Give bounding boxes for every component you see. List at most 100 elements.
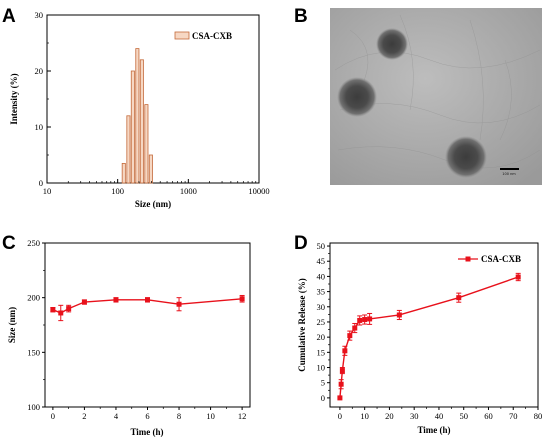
nanoparticle-3 — [445, 136, 487, 178]
x-tick-label-d: 50 — [459, 411, 468, 421]
axes-c: 0 2 4 6 8 10 12 100 150 200 250 — [27, 238, 246, 421]
y-axis-label-c: Size (nm) — [7, 307, 17, 343]
y-tick-label-a: 0 — [39, 178, 43, 188]
x-tick-label-a: 100 — [111, 186, 124, 196]
x-tick-label-d: 10 — [360, 411, 369, 421]
series-d — [337, 272, 521, 401]
x-tick-label-d: 0 — [338, 411, 342, 421]
x-tick-label-d: 30 — [410, 411, 419, 421]
panel-label-d: D — [294, 233, 308, 254]
data-point-d — [362, 317, 368, 323]
data-point-d — [456, 295, 462, 301]
x-tick-label-d: 40 — [435, 411, 444, 421]
tem-image-b: 100 nm — [330, 8, 542, 185]
x-tick-label-c: 0 — [51, 411, 55, 421]
y-tick-label-c: 250 — [27, 238, 40, 248]
panel-label-b: B — [294, 6, 308, 27]
y-tick-label-d: 5 — [321, 378, 325, 388]
legend-label-d: CSA-CXB — [481, 254, 521, 264]
y-axis-label-a: Intensity (%) — [9, 73, 19, 124]
data-point-c — [239, 296, 245, 302]
y-tick-label-d: 35 — [317, 287, 326, 297]
y-tick-label-a: 30 — [35, 10, 44, 20]
x-tick-label-a: 1000 — [180, 186, 197, 196]
histogram-bar — [135, 48, 140, 184]
data-point-c — [50, 307, 56, 313]
y-tick-label-d: 30 — [317, 302, 326, 312]
histogram-bar — [121, 162, 126, 184]
data-point-c — [176, 301, 182, 307]
data-point-d — [339, 368, 345, 374]
y-axis-label-d: Cumulative Release (%) — [297, 278, 307, 371]
y-tick-label-c: 100 — [27, 402, 40, 412]
data-point-c — [145, 297, 150, 303]
series-line-d — [339, 276, 519, 398]
panel-label-a: A — [2, 6, 16, 27]
y-tick-label-d: 10 — [317, 363, 326, 373]
x-tick-label-d: 20 — [385, 411, 394, 421]
histogram-bar — [148, 154, 153, 184]
y-tick-label-a: 10 — [35, 122, 44, 132]
legend-label-a: CSA-CXB — [192, 31, 232, 41]
legend-marker-d — [465, 256, 471, 262]
micrograph-texture — [334, 14, 541, 169]
y-tick-label-d: 25 — [317, 317, 326, 327]
x-axis-label-a: Size (nm) — [135, 199, 171, 209]
data-point-d — [347, 333, 353, 339]
x-tick-label-d: 60 — [484, 411, 493, 421]
y-tick-label-d: 15 — [317, 347, 326, 357]
x-tick-label-d: 80 — [534, 411, 543, 421]
histogram-bar — [130, 70, 135, 184]
scale-bar — [500, 168, 519, 170]
scale-bar-label: 100 nm — [502, 172, 516, 176]
x-tick-label-d: 70 — [509, 411, 518, 421]
histogram-bar — [144, 104, 149, 184]
plot-frame-d — [329, 242, 539, 408]
y-tick-label-d: 0 — [321, 393, 325, 403]
data-point-d — [515, 274, 521, 280]
data-point-d — [338, 381, 344, 387]
y-tick-label-d: 50 — [317, 241, 326, 251]
x-axis-label-d: Time (h) — [417, 425, 450, 435]
chart-d: 0 10 20 30 40 50 60 70 80 0 5 10 15 20 25 30 35 40 45 50 CS… — [297, 241, 542, 435]
y-tick-label-c: 150 — [27, 347, 40, 357]
histogram-bar — [126, 115, 131, 184]
bar-group-a — [121, 48, 153, 184]
chart-c: 0 2 4 6 8 10 12 100 150 200 250 Time (h) Size (nm) — [7, 238, 251, 437]
x-axis-label-c: Time (h) — [130, 427, 163, 437]
panel-label-c: C — [2, 233, 16, 254]
x-tick-label-a: 10000 — [248, 186, 269, 196]
x-tick-label-c: 10 — [206, 411, 215, 421]
data-point-c — [113, 297, 119, 303]
series-c — [50, 294, 245, 322]
nanoparticle-2 — [337, 77, 377, 117]
x-tick-label-c: 8 — [177, 411, 181, 421]
nanoparticle-1 — [376, 28, 408, 60]
x-tick-label-c: 6 — [145, 411, 149, 421]
data-point-d — [396, 312, 402, 318]
data-point-d — [367, 316, 373, 322]
y-tick-label-a: 20 — [35, 66, 44, 76]
y-tick-label-d: 40 — [317, 271, 326, 281]
data-point-d — [357, 317, 363, 323]
x-tick-label-c: 12 — [238, 411, 247, 421]
x-tick-label-a: 10 — [43, 186, 52, 196]
data-point-d — [342, 348, 348, 354]
legend-swatch-a — [174, 31, 190, 40]
x-tick-label-c: 2 — [82, 411, 86, 421]
axes-d: 0 10 20 30 40 50 60 70 80 0 5 10 15 20 25 30 35 40 45 50 — [317, 241, 543, 421]
y-tick-label-d: 20 — [317, 332, 326, 342]
x-tick-label-c: 4 — [114, 411, 119, 421]
y-tick-label-c: 200 — [27, 293, 40, 303]
histogram-bar — [139, 59, 144, 184]
data-point-d — [337, 395, 343, 401]
data-point-c — [66, 306, 72, 312]
data-point-d — [352, 325, 358, 331]
data-point-c — [58, 310, 64, 316]
data-point-c — [81, 299, 87, 305]
plot-frame-c — [44, 242, 251, 408]
y-tick-label-d: 45 — [317, 256, 326, 266]
